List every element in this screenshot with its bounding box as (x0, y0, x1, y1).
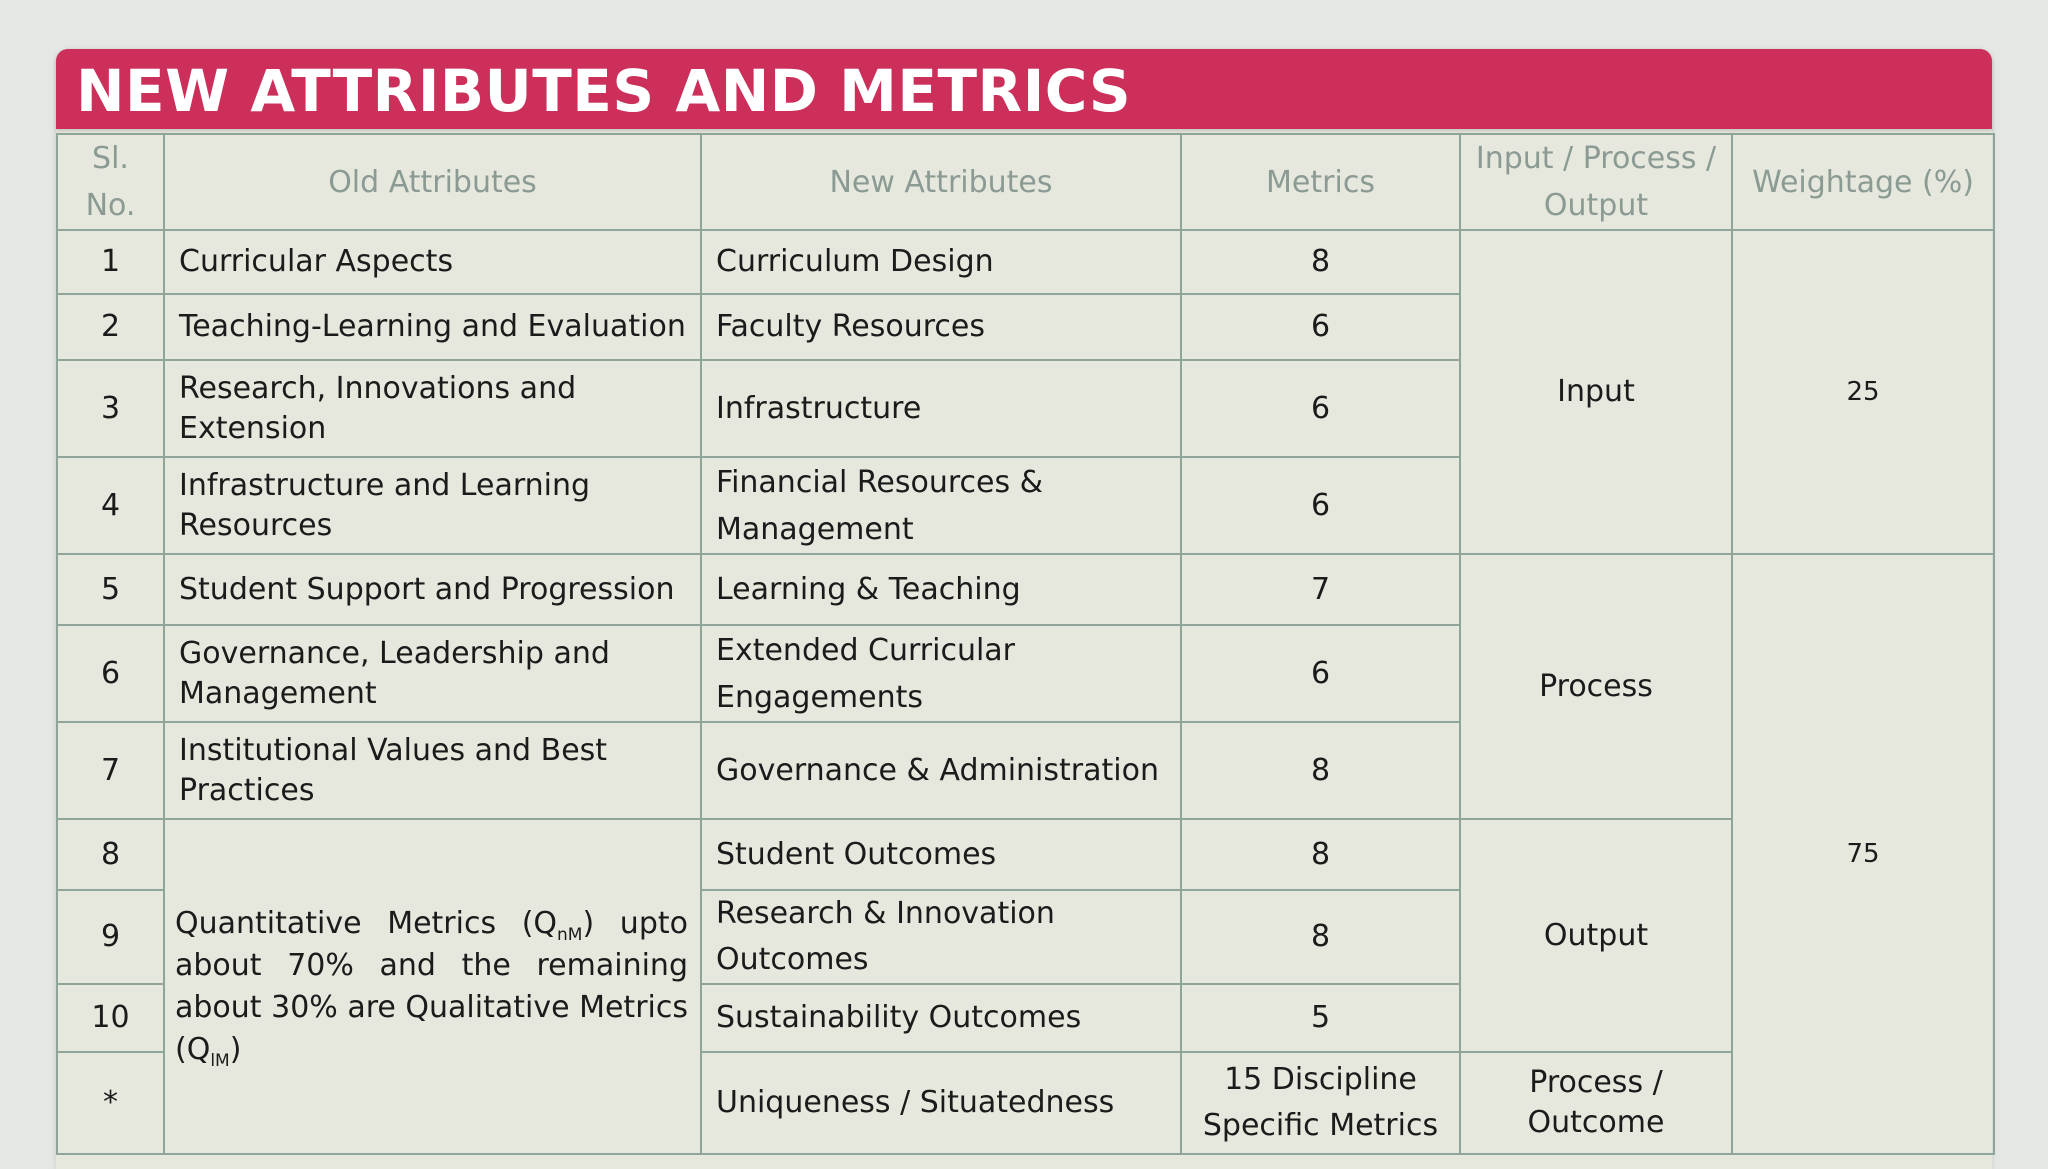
ipo-process-cell: Process (1459, 553, 1733, 820)
old-attribute-cell: Curricular Aspects (163, 229, 702, 295)
old-attribute-cell: Research, Innovations and Extension (163, 359, 702, 458)
new-attribute-cell: Infrastructure (700, 359, 1182, 458)
sl-no-cell: 6 (56, 624, 165, 723)
old-attribute-cell: Student Support and Progression (163, 553, 702, 626)
old-attribute-cell: Infrastructure and Learning Resources (163, 456, 702, 555)
metrics-cell: 6 (1180, 624, 1461, 723)
table-row: 3 Research, Innovations and Extension In… (56, 359, 1994, 458)
metrics-cell: 8 (1180, 889, 1461, 985)
table-row: 10 Sustainability Outcomes 5 (56, 983, 1994, 1053)
sl-no-cell: 10 (56, 983, 165, 1053)
header-weightage: Weightage (%) (1731, 133, 1995, 231)
sl-no-cell: 5 (56, 553, 165, 626)
metrics-cell: 6 (1180, 359, 1461, 458)
ipo-input-cell: Input (1459, 229, 1733, 555)
header-metrics: Metrics (1180, 133, 1461, 231)
sl-no-cell: 1 (56, 229, 165, 295)
table-row: 5 Student Support and Progression Learni… (56, 553, 1995, 1155)
old-attribute-cell: Governance, Leadership and Management (163, 624, 702, 723)
table-row: * Uniqueness / Situatedness 15 Disciplin… (56, 1051, 1994, 1155)
new-attribute-cell: Learning & Teaching (700, 553, 1182, 626)
sl-no-cell: 2 (56, 293, 165, 361)
table-row: 6 Governance, Leadership and Management … (56, 624, 1994, 723)
sl-no-cell: 4 (56, 456, 165, 555)
metrics-cell: 8 (1180, 229, 1461, 295)
quantitative-metrics-note: Quantitative Metrics (QnM) upto about 70… (163, 818, 702, 1155)
weightage-input-cell: 25 (1731, 229, 1995, 555)
metrics-cell: 7 (1180, 553, 1461, 626)
metrics-cell: 6 (1180, 456, 1461, 555)
ipo-output-cell: Output (1459, 818, 1733, 1053)
new-attribute-cell: Student Outcomes (700, 818, 1182, 891)
ipo-last-cell: Process / Outcome (1459, 1051, 1733, 1155)
metrics-cell: 15 Discipline Specific Metrics (1180, 1051, 1461, 1155)
slide-title: NEW ATTRIBUTES AND METRICS (76, 57, 1132, 125)
metrics-cell: 6 (1180, 293, 1461, 361)
new-attribute-cell: Curriculum Design (700, 229, 1182, 295)
new-attribute-cell: Research & Innovation Outcomes (700, 889, 1182, 985)
new-attribute-cell: Sustainability Outcomes (700, 983, 1182, 1053)
header-sl-no: Sl. No. (56, 133, 165, 231)
table-row: 8 Quantitative Metrics (QnM) upto about … (56, 818, 1994, 1155)
table-header-row: Sl. No. Old Attributes New Attributes Me… (56, 133, 1995, 231)
old-attribute-cell: Teaching-Learning and Evaluation (163, 293, 702, 361)
metrics-cell: 5 (1180, 983, 1461, 1053)
header-new-attributes: New Attributes (700, 133, 1182, 231)
metrics-cell: 8 (1180, 818, 1461, 891)
sl-no-cell: 8 (56, 818, 165, 891)
weightage-rest-cell: 75 (1731, 553, 1995, 1155)
sl-no-cell: 7 (56, 721, 165, 820)
new-attribute-cell: Uniqueness / Situatedness (700, 1051, 1182, 1155)
table-row: 1 Curricular Aspects Curriculum Design 8… (56, 229, 1995, 555)
sl-no-cell: * (56, 1051, 165, 1155)
attributes-metrics-table: Sl. No. Old Attributes New Attributes Me… (56, 133, 1995, 1155)
table-row: 9 Research & Innovation Outcomes 8 (56, 889, 1994, 985)
header-old-attributes: Old Attributes (163, 133, 702, 231)
title-bar: NEW ATTRIBUTES AND METRICS (56, 49, 1992, 129)
sl-no-cell: 9 (56, 889, 165, 985)
new-attribute-cell: Extended Curricular Engagements (700, 624, 1182, 723)
metrics-cell: 8 (1180, 721, 1461, 820)
table-row: 4 Infrastructure and Learning Resources … (56, 456, 1994, 555)
table-row: 7 Institutional Values and Best Practice… (56, 721, 1994, 820)
new-attribute-cell: Faculty Resources (700, 293, 1182, 361)
new-attribute-cell: Financial Resources & Management (700, 456, 1182, 555)
new-attribute-cell: Governance & Administration (700, 721, 1182, 820)
sl-no-cell: 3 (56, 359, 165, 458)
old-attribute-cell: Institutional Values and Best Practices (163, 721, 702, 820)
table-row: 2 Teaching-Learning and Evaluation Facul… (56, 293, 1994, 361)
header-input-process-output: Input / Process / Output (1459, 133, 1733, 231)
